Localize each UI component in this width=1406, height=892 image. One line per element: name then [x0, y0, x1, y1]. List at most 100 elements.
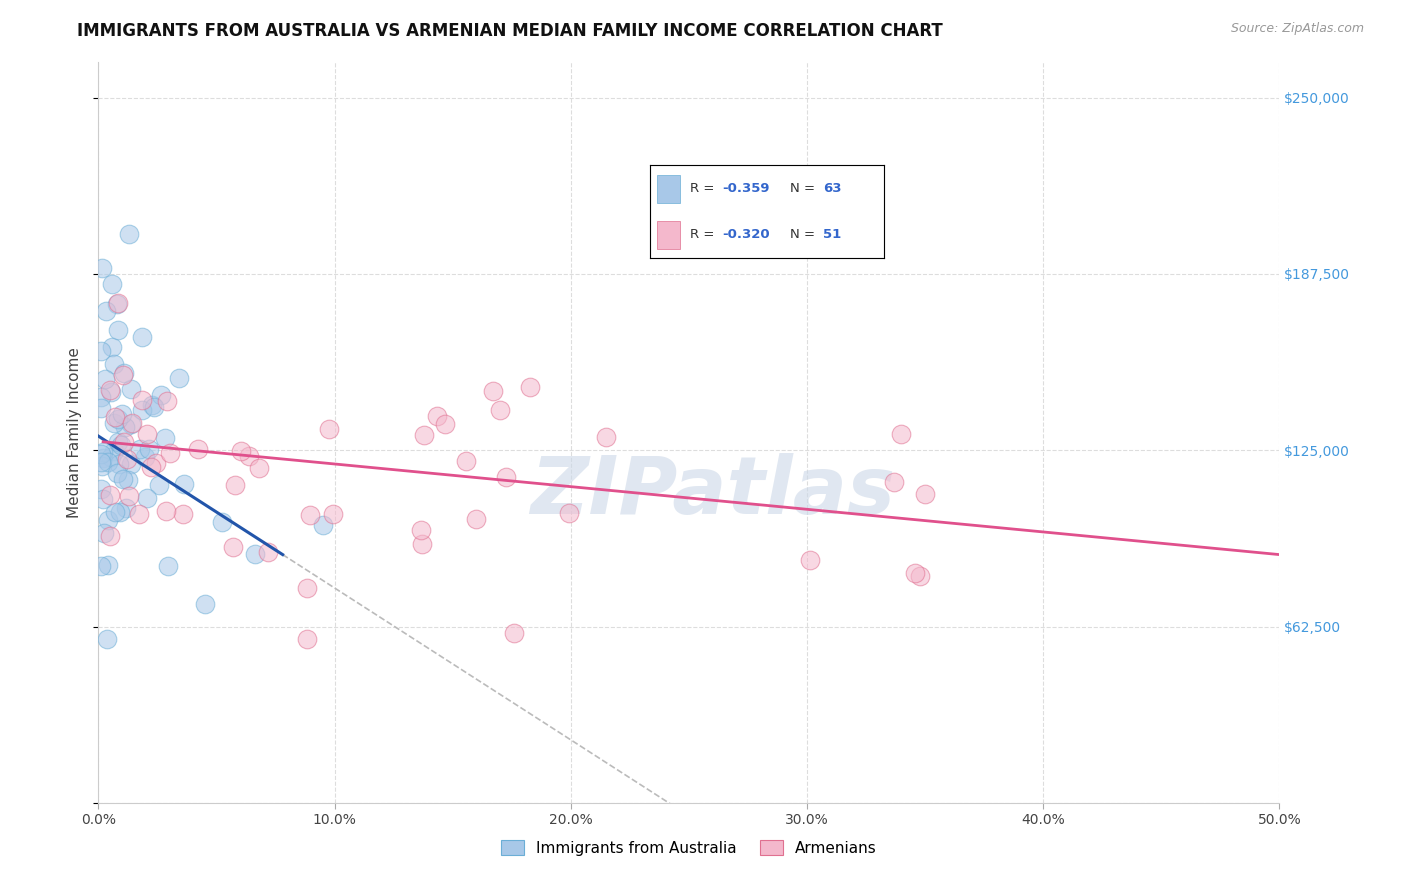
- Text: 63: 63: [823, 182, 842, 195]
- Point: [409, 523, 432, 537]
- Point: [91, 458, 114, 473]
- Point: [93, 451, 115, 466]
- Point: [464, 512, 486, 526]
- Point: [138, 442, 160, 457]
- Point: [131, 393, 153, 408]
- Point: [135, 427, 157, 442]
- Point: [118, 489, 141, 503]
- Point: [173, 477, 195, 491]
- Point: [107, 435, 129, 450]
- Point: [890, 426, 912, 441]
- Point: [90, 401, 112, 416]
- Point: [914, 487, 936, 501]
- Point: [90, 455, 112, 469]
- Point: [90, 482, 112, 496]
- FancyBboxPatch shape: [657, 221, 681, 249]
- Point: [456, 454, 478, 468]
- Point: [238, 449, 260, 463]
- Point: [503, 626, 526, 640]
- Point: [110, 408, 132, 422]
- Point: [495, 470, 517, 484]
- Point: [229, 444, 252, 458]
- Point: [121, 416, 143, 430]
- Point: [97, 558, 120, 572]
- Point: [247, 460, 270, 475]
- Point: [312, 518, 335, 533]
- Point: [298, 508, 321, 522]
- Point: [100, 385, 122, 400]
- Y-axis label: Median Family Income: Median Family Income: [67, 347, 83, 518]
- Point: [114, 420, 136, 434]
- Point: [97, 455, 120, 469]
- Point: [91, 491, 114, 506]
- Point: [156, 394, 179, 409]
- Text: 51: 51: [823, 228, 841, 242]
- Point: [222, 540, 245, 554]
- Point: [211, 515, 233, 529]
- Point: [139, 460, 162, 475]
- Point: [142, 401, 165, 415]
- Point: [93, 444, 115, 458]
- Point: [120, 457, 142, 471]
- Point: [103, 357, 125, 371]
- Point: [799, 553, 821, 567]
- Point: [159, 446, 181, 460]
- Point: [90, 390, 112, 404]
- Point: [426, 409, 449, 423]
- Text: -0.320: -0.320: [723, 228, 770, 242]
- Point: [558, 506, 581, 520]
- Point: [90, 344, 112, 359]
- Point: [411, 536, 433, 550]
- Point: [112, 435, 135, 450]
- Point: [322, 507, 344, 521]
- Text: R =: R =: [689, 228, 718, 242]
- Point: [153, 431, 176, 445]
- Point: [93, 525, 115, 540]
- Text: N =: N =: [790, 182, 820, 195]
- Point: [434, 417, 457, 432]
- Point: [243, 547, 266, 561]
- Point: [128, 507, 150, 521]
- Point: [413, 427, 436, 442]
- Point: [101, 340, 124, 354]
- Point: [904, 566, 927, 580]
- Point: [105, 467, 128, 481]
- Point: [103, 444, 125, 458]
- Point: [120, 382, 142, 396]
- Point: [193, 597, 215, 611]
- FancyBboxPatch shape: [657, 175, 681, 202]
- Point: [145, 456, 167, 470]
- Point: [595, 430, 617, 444]
- Text: R =: R =: [689, 182, 718, 195]
- Point: [118, 227, 141, 241]
- Point: [107, 296, 129, 310]
- Point: [103, 410, 125, 425]
- Legend: Immigrants from Australia, Armenians: Immigrants from Australia, Armenians: [495, 834, 883, 862]
- Point: [519, 380, 541, 394]
- Text: Source: ZipAtlas.com: Source: ZipAtlas.com: [1230, 22, 1364, 36]
- Point: [108, 457, 131, 471]
- Point: [908, 569, 931, 583]
- Text: ZIPatlas: ZIPatlas: [530, 453, 896, 531]
- Point: [134, 450, 156, 465]
- Point: [224, 478, 246, 492]
- Point: [98, 383, 121, 397]
- Point: [98, 529, 121, 543]
- Point: [157, 559, 180, 574]
- Point: [90, 447, 112, 461]
- Point: [103, 416, 125, 430]
- Point: [90, 558, 112, 573]
- Point: [257, 545, 280, 559]
- Point: [148, 477, 170, 491]
- Point: [112, 368, 135, 383]
- Point: [107, 296, 129, 310]
- Text: IMMIGRANTS FROM AUSTRALIA VS ARMENIAN MEDIAN FAMILY INCOME CORRELATION CHART: IMMIGRANTS FROM AUSTRALIA VS ARMENIAN ME…: [77, 22, 943, 40]
- Point: [107, 323, 129, 337]
- Point: [97, 513, 120, 527]
- Point: [150, 388, 173, 402]
- Point: [100, 450, 122, 464]
- Point: [482, 384, 505, 398]
- Point: [110, 437, 132, 451]
- Point: [172, 508, 194, 522]
- Point: [131, 330, 153, 344]
